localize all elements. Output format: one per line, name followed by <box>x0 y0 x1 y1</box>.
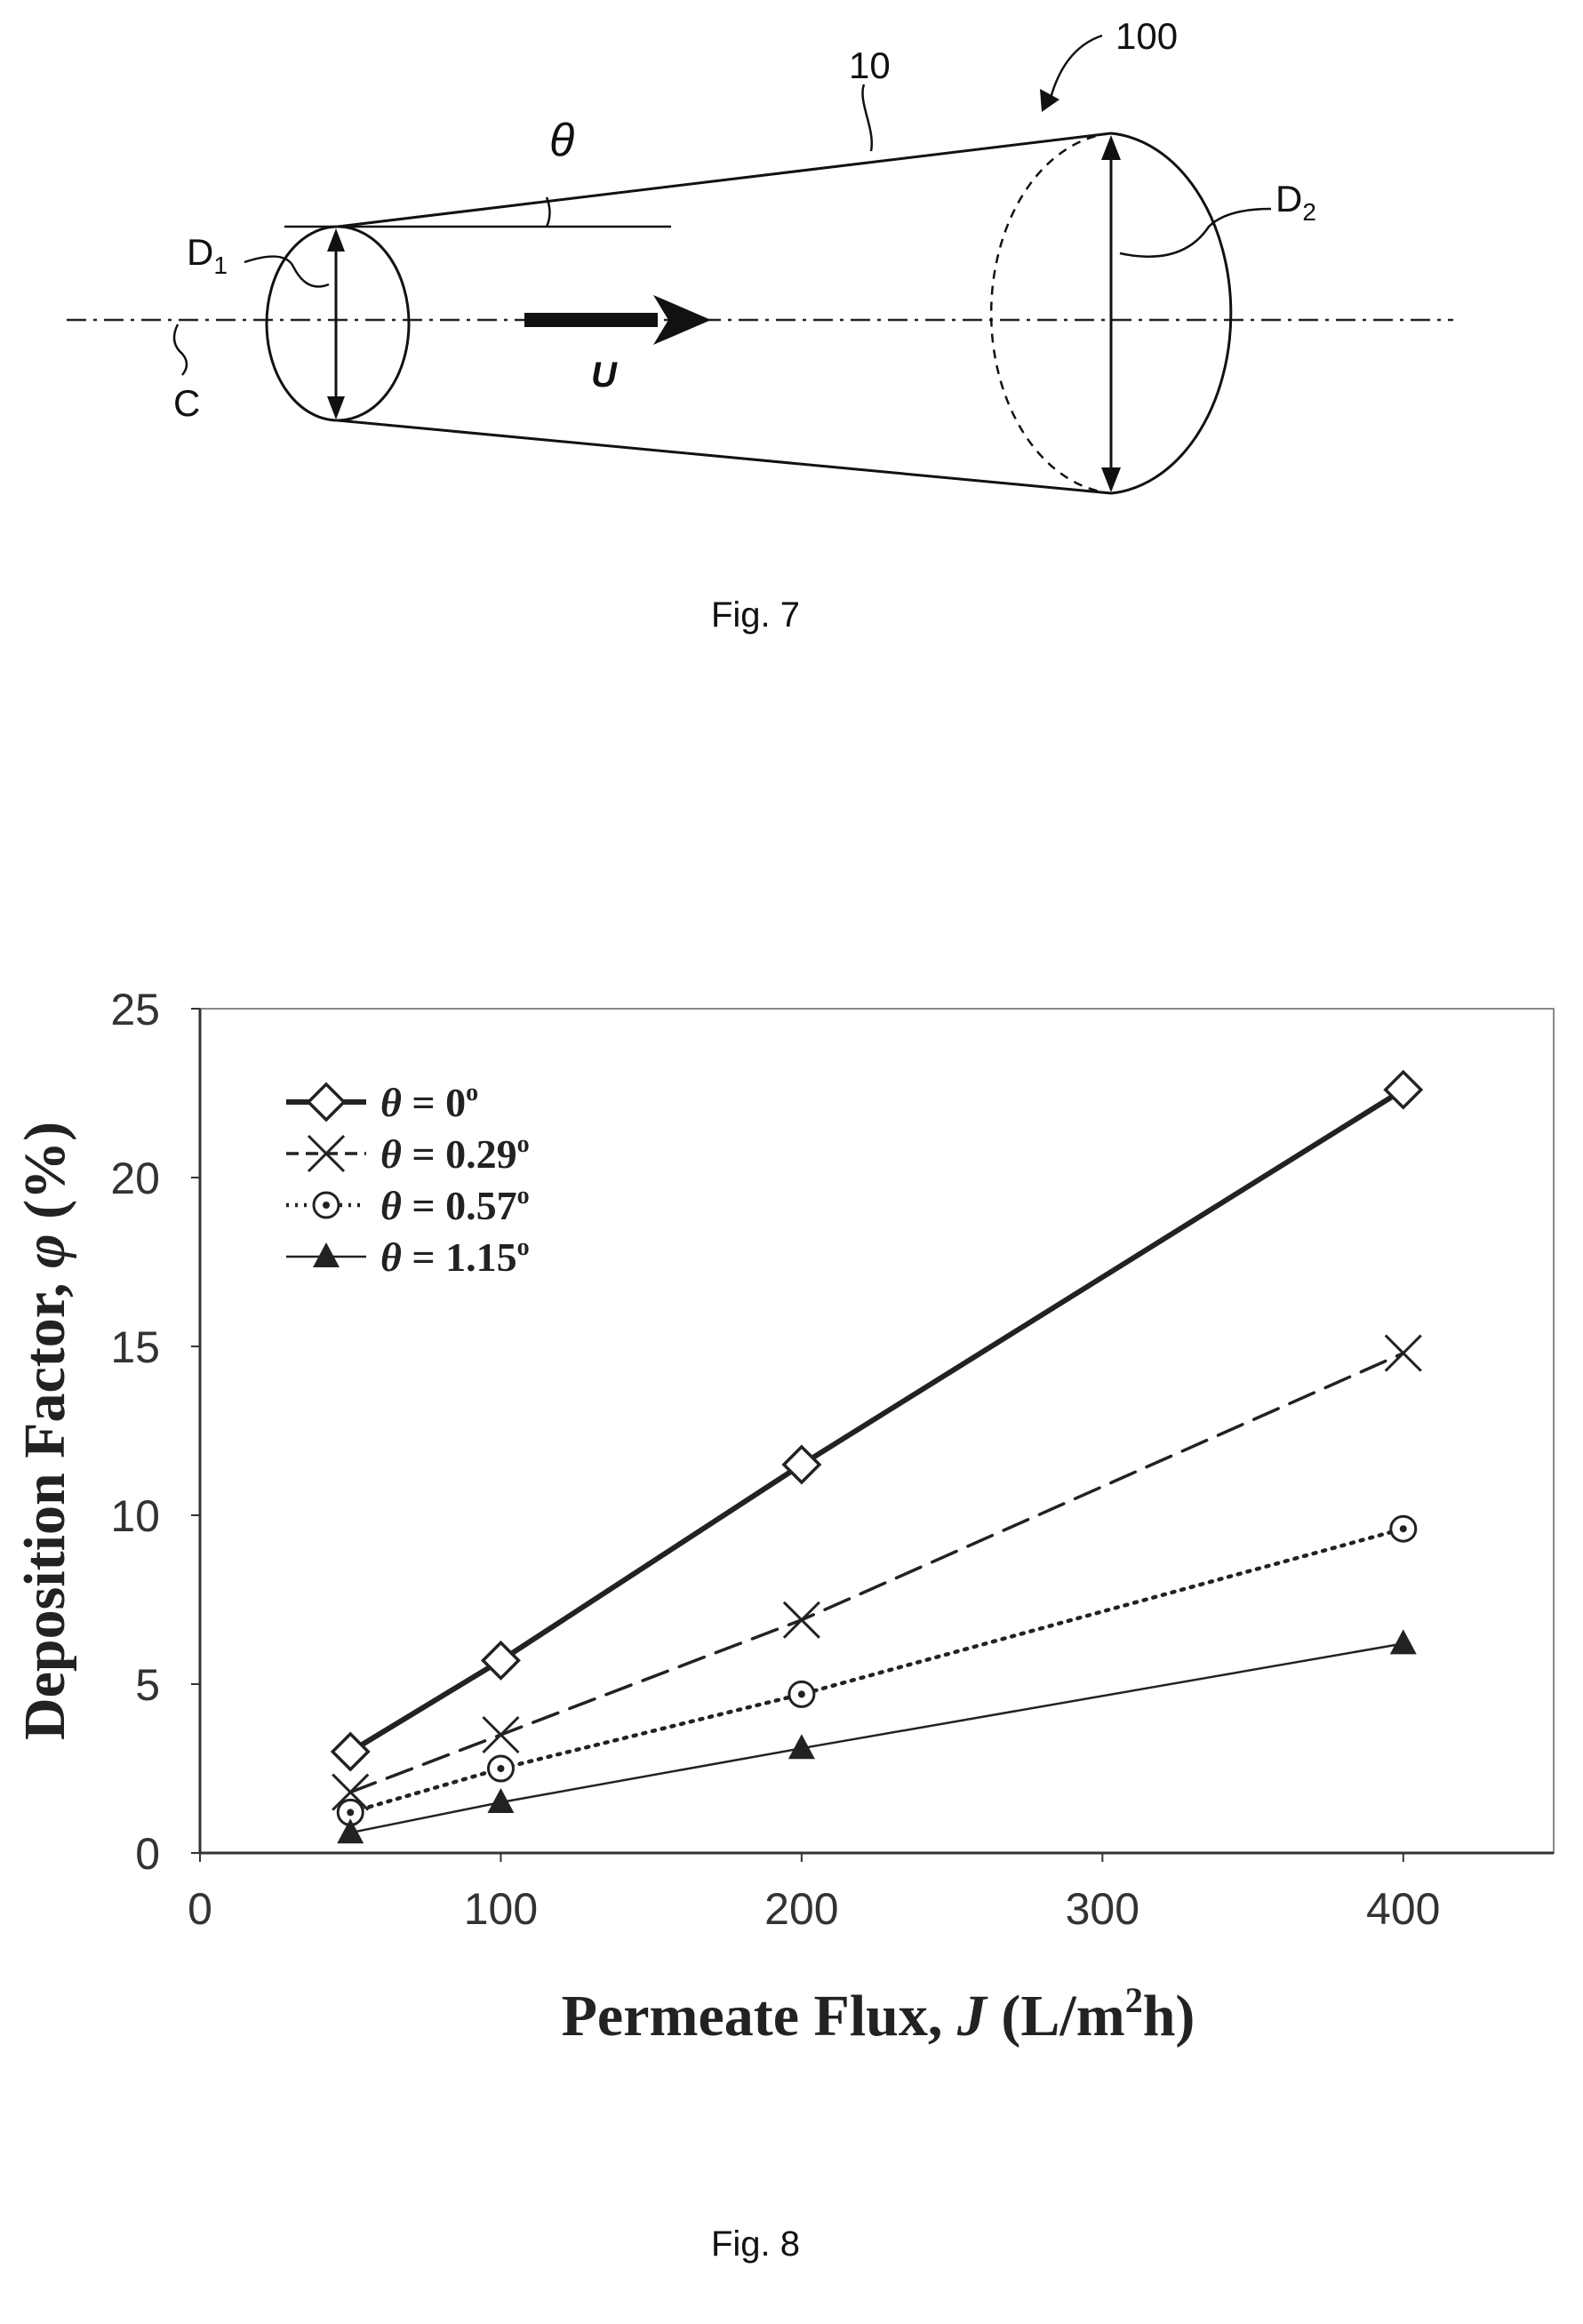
data-point <box>482 1715 520 1754</box>
d2-arrowhead-top <box>1101 135 1121 160</box>
leader-ref-10 <box>861 84 874 152</box>
y-axis-ticks: 0 5 10 15 20 25 <box>110 985 200 1879</box>
data-point <box>788 1734 815 1760</box>
flow-arrow-shaft <box>524 313 658 327</box>
data-point <box>1389 1629 1417 1655</box>
flow-arrow-head <box>653 295 711 345</box>
y-tick-label: 0 <box>135 1829 160 1879</box>
y-tick-label: 15 <box>110 1322 160 1372</box>
data-point <box>332 1773 370 1811</box>
figure-7-caption: Fig. 7 <box>711 595 800 635</box>
leader-ref-100 <box>1047 34 1103 106</box>
legend-label: θ = 0o <box>380 1079 478 1125</box>
theta-arc <box>545 196 551 228</box>
legend-marker <box>313 1242 340 1267</box>
ref-label-10: 10 <box>849 44 891 86</box>
legend-label: θ = 1.15o <box>380 1234 530 1280</box>
inlet-ellipse <box>265 225 411 422</box>
outlet-ellipse-visible-half <box>1110 132 1233 495</box>
data-point <box>486 1754 515 1783</box>
leader-d1 <box>244 255 330 288</box>
x-tick-label: 400 <box>1366 1884 1440 1934</box>
ref-label-100: 100 <box>1115 15 1178 57</box>
series-line <box>348 1351 1405 1794</box>
data-point <box>1384 1334 1422 1372</box>
data-point <box>1383 1069 1424 1110</box>
d1-label: D1 <box>187 231 228 279</box>
y-tick-label: 25 <box>110 985 160 1034</box>
x-axis-label: Permeate Flux, J (L/m2h) <box>562 1980 1195 2048</box>
data-point <box>330 1731 371 1772</box>
c-label: C <box>173 382 200 424</box>
leader-ref-100-arrowhead <box>1040 89 1059 112</box>
series-lines <box>348 1087 1406 1834</box>
data-point <box>487 1788 515 1813</box>
data-point <box>781 1444 822 1485</box>
outlet-ellipse-hidden-half <box>989 132 1112 495</box>
data-point <box>336 1798 364 1826</box>
x-tick-label: 100 <box>464 1884 538 1934</box>
data-point <box>337 1818 364 1844</box>
figure-8-caption: Fig. 8 <box>711 2224 800 2264</box>
leader-c <box>172 323 188 376</box>
y-tick-label: 5 <box>135 1660 160 1710</box>
d1-arrowhead-bottom <box>327 396 345 419</box>
y-tick-label: 20 <box>110 1154 160 1203</box>
d1-arrowhead-top <box>327 228 345 252</box>
series-line <box>348 1087 1406 1754</box>
data-point <box>782 1601 820 1639</box>
d2-label: D2 <box>1275 178 1316 226</box>
legend-marker <box>312 1191 340 1219</box>
figure-8-chart: 0 5 10 15 20 25 0 100 200 300 400 θ = 0o θ = 0.29o… <box>12 985 1555 2048</box>
legend-label: θ = 0.57o <box>380 1182 530 1228</box>
y-axis-label: Deposition Factor, φ (%) <box>12 1122 77 1740</box>
data-point <box>1389 1514 1418 1543</box>
chart-legend: θ = 0o θ = 0.29o θ = 0.57o θ = 1.15o <box>286 1079 530 1280</box>
cone-top-edge <box>337 132 1112 228</box>
series-line <box>348 1526 1406 1815</box>
u-label: U <box>591 355 618 395</box>
legend-label: θ = 0.29o <box>380 1130 530 1177</box>
cone-bottom-edge <box>337 419 1112 495</box>
data-point <box>480 1640 521 1681</box>
leader-d2 <box>1119 207 1272 258</box>
data-point <box>788 1680 816 1708</box>
x-tick-label: 0 <box>188 1884 212 1934</box>
x-axis-ticks: 0 100 200 300 400 <box>188 1853 1440 1934</box>
series-line <box>348 1642 1405 1834</box>
y-tick-label: 10 <box>110 1491 160 1541</box>
figure-7-diagram: 100 10 θ D1 D2 C U <box>67 15 1453 495</box>
legend-marker <box>306 1082 347 1122</box>
x-tick-label: 300 <box>1066 1884 1139 1934</box>
theta-label: θ <box>549 115 574 166</box>
d2-arrowhead-bottom <box>1101 467 1121 492</box>
legend-marker <box>307 1134 346 1173</box>
series-markers <box>330 1069 1424 1844</box>
x-tick-label: 200 <box>764 1884 838 1934</box>
